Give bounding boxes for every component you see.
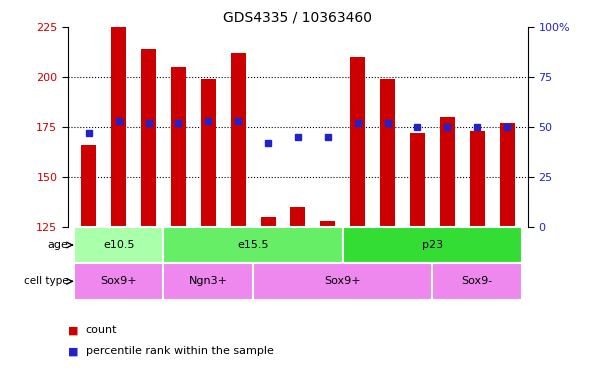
- Text: ■: ■: [68, 346, 78, 356]
- Text: Sox9-: Sox9-: [461, 276, 493, 286]
- Text: Ngn3+: Ngn3+: [189, 276, 228, 286]
- Bar: [343, 227, 522, 263]
- Bar: [290, 207, 306, 227]
- Bar: [320, 221, 335, 227]
- Bar: [261, 217, 276, 227]
- Bar: [410, 133, 425, 227]
- Bar: [231, 53, 245, 227]
- Bar: [81, 145, 96, 227]
- Text: ■: ■: [68, 325, 78, 335]
- Text: percentile rank within the sample: percentile rank within the sample: [86, 346, 273, 356]
- Bar: [74, 263, 163, 300]
- Bar: [440, 117, 455, 227]
- Bar: [380, 79, 395, 227]
- Bar: [171, 67, 186, 227]
- Bar: [141, 49, 156, 227]
- Bar: [201, 79, 216, 227]
- Text: e10.5: e10.5: [103, 240, 135, 250]
- Text: Sox9+: Sox9+: [324, 276, 361, 286]
- Bar: [253, 263, 432, 300]
- Bar: [74, 227, 163, 263]
- Bar: [350, 57, 365, 227]
- Bar: [500, 123, 514, 227]
- Bar: [432, 263, 522, 300]
- Text: cell type: cell type: [24, 276, 68, 286]
- Text: count: count: [86, 325, 117, 335]
- Bar: [470, 131, 485, 227]
- Text: p23: p23: [422, 240, 443, 250]
- Bar: [163, 227, 343, 263]
- Title: GDS4335 / 10363460: GDS4335 / 10363460: [224, 10, 372, 24]
- Bar: [163, 263, 253, 300]
- Text: age: age: [47, 240, 68, 250]
- Text: Sox9+: Sox9+: [100, 276, 137, 286]
- Text: e15.5: e15.5: [237, 240, 269, 250]
- Bar: [111, 27, 126, 227]
